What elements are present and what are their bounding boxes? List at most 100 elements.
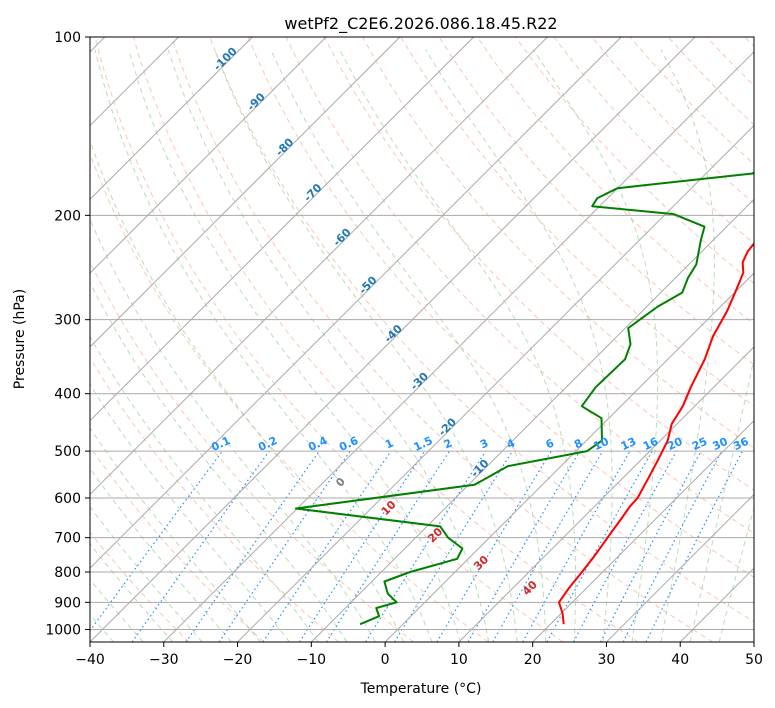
moist-adiabat-line — [90, 542, 174, 642]
dry-adiabat-line — [400, 37, 754, 407]
dry-adiabat-line — [553, 37, 754, 245]
isotherm-line — [237, 124, 754, 642]
moist-adiabat-line — [90, 139, 405, 642]
plot-frame — [89, 36, 755, 643]
background-lines — [90, 37, 754, 642]
isotherm-line — [90, 37, 401, 348]
moist-adiabat-label: 40 — [520, 578, 540, 598]
isotherm-line — [90, 37, 548, 496]
mixing-ratio-label: 6 — [544, 436, 557, 451]
dry-adiabat-line — [362, 37, 754, 449]
dry-adiabat-line — [171, 37, 713, 642]
dry-adiabat-line — [209, 37, 754, 623]
dry-adiabat-line — [515, 37, 754, 285]
dry-adiabat-label: -80 — [273, 135, 296, 158]
moist-adiabat-line — [90, 578, 144, 642]
x-tick-label: 40 — [671, 652, 689, 668]
isotherm-line — [90, 37, 327, 274]
isotherm-line — [679, 567, 754, 642]
dry-adiabat-label: -90 — [245, 90, 268, 113]
isotherm-line — [90, 37, 475, 422]
moist-adiabat-line — [128, 49, 461, 642]
chart-title: wetPf2_C2E6.2026.086.18.45.R22 — [284, 14, 557, 34]
x-tick-label: −30 — [149, 652, 179, 668]
temperature-line — [558, 242, 754, 625]
dewpoint-line — [294, 171, 754, 626]
mixing-ratio-line — [467, 450, 581, 642]
mixing-ratio-line — [600, 450, 702, 642]
moist-adiabat-label: 30 — [471, 553, 491, 573]
y-axis-title: Pressure (hPa) — [12, 289, 28, 389]
isotherm-line — [163, 51, 754, 642]
isotherm-line — [606, 493, 754, 642]
mixing-ratio-label: 13 — [619, 435, 638, 453]
x-tick-label: 30 — [598, 652, 616, 668]
moist-adiabat-line — [425, 49, 613, 642]
y-tick-label: 900 — [54, 595, 81, 611]
isotherm-line — [458, 346, 754, 642]
y-tick-label: 200 — [54, 208, 81, 224]
isotherm-line — [90, 37, 622, 569]
x-tick-label: 10 — [450, 652, 468, 668]
mixing-ratio-label: 25 — [690, 435, 709, 453]
dry-adiabat-label: -60 — [330, 226, 353, 249]
dry-adiabat-line — [247, 37, 754, 578]
dry-adiabat-label: -100 — [211, 44, 240, 73]
mixing-ratio-label: 20 — [665, 435, 685, 453]
moist-adiabat-line — [90, 217, 376, 642]
mixing-ratio-line — [185, 450, 320, 642]
y-tick-label: 100 — [54, 30, 81, 46]
moist-adiabat-line — [718, 506, 754, 642]
mixing-ratio-line — [262, 450, 392, 642]
isotherm-line — [310, 198, 754, 642]
x-tick-label: −10 — [297, 652, 327, 668]
dry-adiabat-line — [476, 37, 754, 325]
mixing-ratio-label: 30 — [711, 435, 731, 453]
dry-adiabat-label: -40 — [382, 322, 405, 345]
dry-adiabat-label: -30 — [408, 370, 431, 393]
mixing-ratio-line — [394, 450, 513, 642]
moist-adiabat-line — [90, 383, 290, 642]
mixing-ratio-label: 4 — [505, 436, 518, 451]
mixing-ratio-line — [522, 450, 631, 642]
mixing-ratio-line — [572, 450, 677, 642]
mixing-ratio-label: 3 — [478, 436, 490, 451]
dry-adiabat-line — [744, 37, 754, 47]
y-tick-label: 500 — [54, 444, 81, 460]
x-axis-title: Temperature (°C) — [360, 681, 482, 697]
moist-adiabat-line — [339, 49, 577, 642]
isotherm-line — [90, 37, 696, 642]
mixing-ratio-line — [436, 450, 552, 642]
moist-adiabat-line — [90, 506, 203, 642]
isotherm-line — [384, 272, 754, 642]
dry-adiabat-line — [90, 260, 414, 642]
dry-adiabat-line — [90, 356, 339, 642]
x-axis: −40 −30 −20 −10 0 10 20 30 40 50 — [75, 642, 763, 668]
mixing-ratio-line — [299, 450, 426, 642]
y-tick-label: 700 — [54, 531, 81, 547]
moist-adiabat-label: 0 — [333, 475, 348, 490]
moist-adiabat-line — [270, 49, 547, 642]
mixing-ratio-label: 16 — [641, 435, 661, 453]
mixing-ratio-line — [218, 450, 351, 642]
dry-adiabat-line — [591, 37, 754, 205]
mixing-ratio-line — [365, 450, 487, 642]
moist-adiabat-line — [90, 427, 261, 642]
dry-adiabat-line — [438, 37, 754, 366]
x-tick-label: −20 — [223, 652, 253, 668]
dry-adiabat-line — [706, 37, 754, 87]
y-axis: 100 200 300 400 500 600 700 800 900 1000 — [45, 30, 90, 638]
y-tick-label: 1000 — [45, 622, 81, 638]
dry-adiabat-line — [90, 446, 265, 642]
isotherm-line — [532, 419, 754, 642]
dry-adiabat-line — [90, 152, 489, 642]
moist-adiabat-line — [689, 356, 754, 642]
y-tick-label: 300 — [54, 313, 81, 329]
mixing-ratio-line — [131, 450, 270, 642]
moist-adiabat-line — [90, 281, 348, 642]
y-tick-label: 600 — [54, 491, 81, 507]
x-tick-label: 50 — [745, 652, 763, 668]
x-tick-label: 0 — [381, 652, 390, 668]
dry-adiabat-label: -70 — [301, 181, 324, 204]
